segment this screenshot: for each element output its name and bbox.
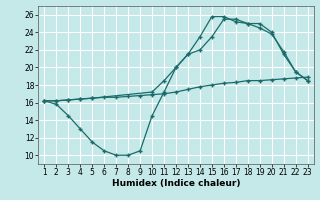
- X-axis label: Humidex (Indice chaleur): Humidex (Indice chaleur): [112, 179, 240, 188]
